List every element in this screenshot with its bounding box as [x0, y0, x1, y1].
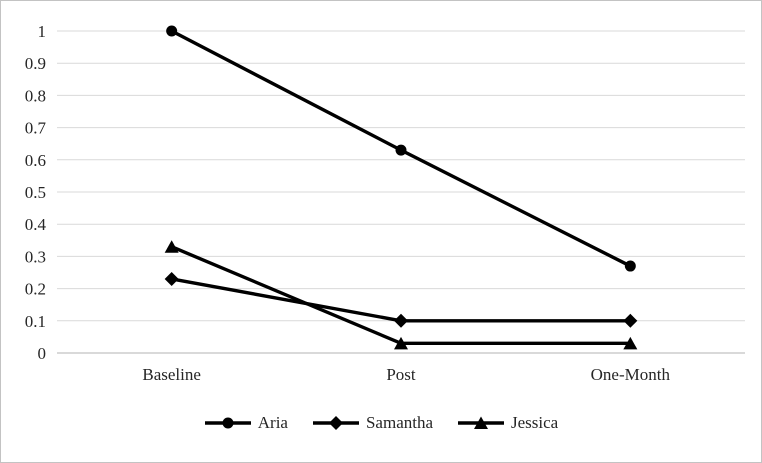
x-tick-label: Post [386, 365, 416, 384]
y-tick-label: 0.3 [25, 247, 46, 266]
legend-triangle-sample-icon [458, 416, 505, 429]
legend-item-jessica: Jessica [457, 413, 558, 433]
y-tick-label: 0.4 [25, 215, 47, 234]
legend-circle-sample-icon [204, 417, 251, 429]
legend-diamond-sample-icon [312, 416, 359, 430]
legend-item-aria: Aria [204, 413, 288, 433]
x-tick-label: Baseline [142, 365, 201, 384]
diamond-marker [164, 271, 179, 286]
circle-marker [222, 417, 234, 429]
y-tick-label: 0.1 [25, 312, 46, 331]
triangle-marker [623, 336, 638, 350]
triangle-marker [164, 240, 179, 253]
triangle-marker [474, 416, 489, 429]
legend-label: Aria [257, 413, 288, 432]
y-tick-label: 0.2 [25, 280, 46, 299]
y-tick-label: 0.9 [25, 54, 46, 73]
y-tick-label: 0.5 [25, 183, 46, 202]
y-tick-label: 1 [38, 22, 47, 41]
legend-label: Jessica [511, 413, 559, 432]
x-tick-label: One-Month [591, 365, 671, 384]
legend-label: Samantha [365, 413, 434, 432]
diamond-marker [328, 416, 343, 430]
diamond-marker [623, 313, 638, 328]
circle-marker [395, 144, 407, 156]
diamond-marker [394, 313, 408, 328]
y-tick-label: 0.6 [25, 151, 46, 170]
triangle-marker [394, 336, 408, 350]
circle-marker [166, 25, 178, 37]
y-tick-label: 0.8 [25, 86, 46, 105]
series-line-jessica [169, 245, 633, 346]
legend-item-samantha: Samantha [312, 413, 433, 433]
chart-legend: Aria Samantha Jessica [1, 397, 761, 449]
circle-marker [624, 260, 636, 272]
plot-area: 0 0.1 0.2 0.3 0.4 0.5 0.6 0.7 0.8 0.9 1 Baseline Pos… [25, 22, 745, 384]
y-tick-label: 0.7 [25, 119, 47, 138]
y-tick-label: 0 [38, 344, 47, 363]
